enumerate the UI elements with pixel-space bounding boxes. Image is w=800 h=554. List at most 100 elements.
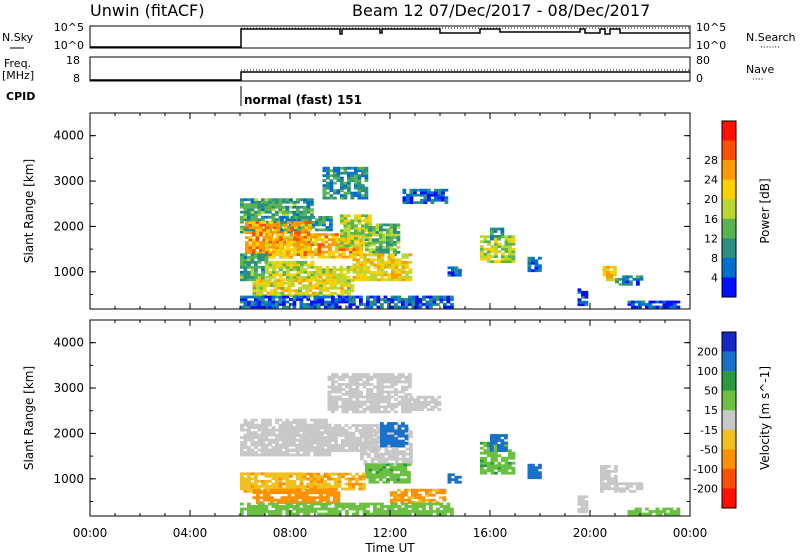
heatmap-cell xyxy=(427,193,431,197)
heatmap-cell xyxy=(306,510,311,513)
heatmap-cell xyxy=(331,398,335,401)
heatmap-cell xyxy=(373,375,377,379)
heatmap-cell xyxy=(279,273,283,277)
heatmap-cell xyxy=(301,226,305,229)
heatmap-cell xyxy=(370,460,375,463)
heatmap-cell xyxy=(343,234,348,238)
heatmap-cell xyxy=(282,238,287,241)
heatmap-cell xyxy=(393,226,397,229)
heatmap-cell xyxy=(317,507,321,511)
heatmap-cell xyxy=(581,505,585,509)
heatmap-cell xyxy=(277,291,281,295)
heatmap-cell xyxy=(380,255,385,259)
heatmap-cell xyxy=(305,488,309,492)
heatmap-cell xyxy=(345,390,349,394)
heatmap-cell xyxy=(271,300,276,304)
heatmap-cell xyxy=(271,303,276,306)
heatmap-cell xyxy=(343,221,348,225)
heatmap-cell xyxy=(352,258,357,262)
heatmap-cell xyxy=(268,198,272,202)
heatmap-cell xyxy=(393,253,397,257)
heatmap-cell xyxy=(409,193,414,197)
heatmap-cell xyxy=(359,268,364,272)
heatmap-cell xyxy=(538,264,542,268)
heatmap-cell xyxy=(584,500,589,504)
heatmap-cell xyxy=(414,488,419,492)
heatmap-cell xyxy=(268,235,273,239)
heatmap-cell xyxy=(300,250,304,254)
nsky-right-tick-bottom: 10^0 xyxy=(696,39,726,52)
heatmap-cell xyxy=(264,479,269,483)
heatmap-cell xyxy=(577,497,582,501)
heatmap-cell xyxy=(439,300,444,304)
heatmap-cell xyxy=(250,215,255,219)
heatmap-cell xyxy=(600,465,604,468)
heatmap-cell xyxy=(379,236,383,239)
heatmap-cell xyxy=(320,475,324,478)
heatmap-cell xyxy=(357,194,362,197)
heatmap-cell xyxy=(250,505,255,508)
heatmap-cell xyxy=(335,238,339,241)
heatmap-cell xyxy=(275,436,279,439)
heatmap-cell xyxy=(285,198,290,202)
heatmap-cell xyxy=(252,248,256,252)
heatmap-cell xyxy=(369,383,374,386)
heatmap-cell xyxy=(383,505,388,508)
heatmap-cell xyxy=(240,479,244,483)
heatmap-cell xyxy=(368,465,373,469)
heatmap-cell xyxy=(380,439,384,443)
heatmap-cell xyxy=(383,395,388,399)
heatmap-cell xyxy=(338,295,342,299)
heatmap-cell xyxy=(243,275,248,279)
heatmap-cell xyxy=(308,223,312,227)
heatmap-cell xyxy=(321,243,325,246)
heatmap-cell xyxy=(387,422,391,425)
heatmap-cell xyxy=(347,281,351,285)
heatmap-cell xyxy=(314,238,318,241)
heatmap-cell xyxy=(240,502,244,506)
heatmap-cell xyxy=(447,475,452,479)
heatmap-cell xyxy=(261,441,265,444)
heatmap-cell xyxy=(299,424,303,427)
heatmap-cell xyxy=(254,295,258,299)
heatmap-cell xyxy=(383,437,388,440)
heatmap-cell xyxy=(376,510,381,513)
heatmap-cell xyxy=(404,498,408,502)
heatmap-cell xyxy=(501,245,505,249)
heatmap-cell xyxy=(480,461,484,465)
heatmap-cell xyxy=(273,228,277,232)
heatmap-cell xyxy=(285,505,290,508)
heatmap-cell xyxy=(268,431,272,434)
heatmap-cell xyxy=(250,270,255,274)
heatmap-cell xyxy=(365,236,369,239)
heatmap-cell xyxy=(359,390,363,394)
heatmap-cell xyxy=(255,246,260,249)
heatmap-cell xyxy=(415,295,419,299)
heatmap-cell xyxy=(299,421,304,424)
heatmap-cell xyxy=(243,428,248,432)
heatmap-cell xyxy=(350,166,355,170)
heatmap-cell xyxy=(340,231,344,235)
heatmap-cell xyxy=(297,216,302,219)
heatmap-cell xyxy=(286,273,290,277)
heatmap-cell xyxy=(268,253,273,256)
nsearch-label: N.Search xyxy=(746,31,796,44)
heatmap-cell xyxy=(347,166,351,170)
heatmap-cell xyxy=(278,472,283,476)
heatmap-cell xyxy=(387,427,391,430)
heatmap-cell xyxy=(292,472,297,476)
heatmap-cell xyxy=(394,295,398,299)
heatmap-cell xyxy=(359,263,364,267)
heatmap-cell xyxy=(252,251,256,254)
heatmap-cell xyxy=(404,405,409,409)
heatmap-cell xyxy=(320,439,324,442)
heatmap-cell xyxy=(255,226,260,229)
heatmap-cell xyxy=(254,479,258,483)
heatmap-cell xyxy=(355,429,359,432)
heatmap-cell xyxy=(247,273,251,277)
heatmap-cell xyxy=(240,263,244,267)
heatmap-cell xyxy=(306,298,311,301)
colorbar-swatch xyxy=(722,332,736,352)
power-colorbar-label: Power [dB] xyxy=(758,178,772,243)
heatmap-cell xyxy=(390,390,395,394)
